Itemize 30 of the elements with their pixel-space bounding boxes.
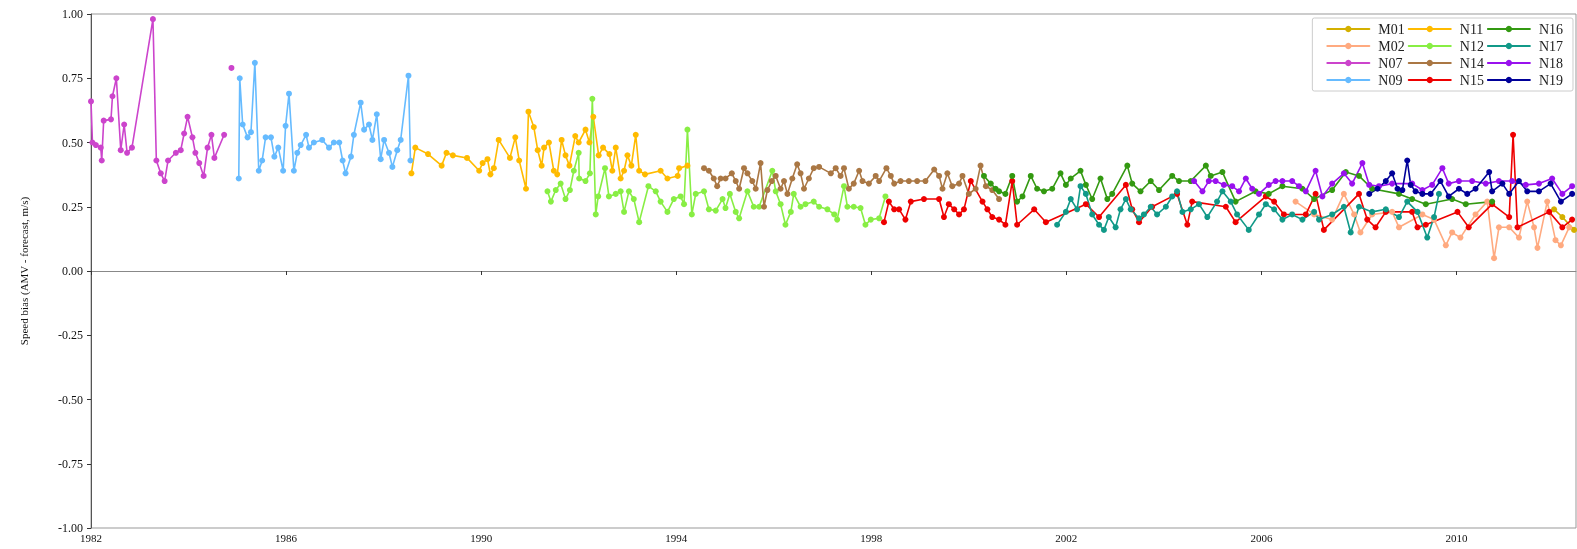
legend-label: N16 (1538, 21, 1564, 37)
y-tick-label: 0.50 (62, 135, 83, 150)
x-tick-label: 1994 (665, 531, 688, 544)
legend-label: N09 (1378, 72, 1403, 88)
legend-label: M01 (1378, 21, 1405, 37)
x-tick-label: 2010 (1445, 531, 1469, 544)
y-tick-label: -0.75 (58, 456, 83, 471)
legend-label: N07 (1378, 55, 1403, 71)
y-tick-label: 0.75 (62, 71, 83, 86)
y-tick-label: 0.00 (62, 264, 83, 278)
legend-label: N17 (1538, 38, 1564, 54)
legend-label: M02 (1378, 38, 1405, 54)
legend-label: N14 (1459, 55, 1484, 71)
x-tick-label: 1986 (275, 531, 298, 544)
y-tick-label: 1.00 (62, 7, 83, 21)
x-tick-label: 1998 (860, 531, 883, 544)
x-tick-label: 2006 (1250, 531, 1273, 544)
y-tick-label: -0.25 (58, 328, 83, 343)
legend-label: N19 (1538, 72, 1564, 88)
y-tick-label: -0.50 (58, 392, 83, 407)
x-tick-label: 1982 (80, 531, 102, 544)
x-tick-label: 1990 (470, 531, 493, 544)
legend-label: N12 (1459, 38, 1484, 54)
y-axis-title: Speed bias (AMV - forecast, m/s) (17, 196, 31, 346)
legend-label: N18 (1538, 55, 1564, 71)
legend-label: N11 (1459, 21, 1484, 37)
x-tick-label: 2002 (1055, 531, 1078, 544)
y-tick-label: 0.25 (62, 199, 83, 214)
y-tick-label: -1.00 (58, 521, 83, 535)
legend-label: N15 (1459, 72, 1484, 88)
